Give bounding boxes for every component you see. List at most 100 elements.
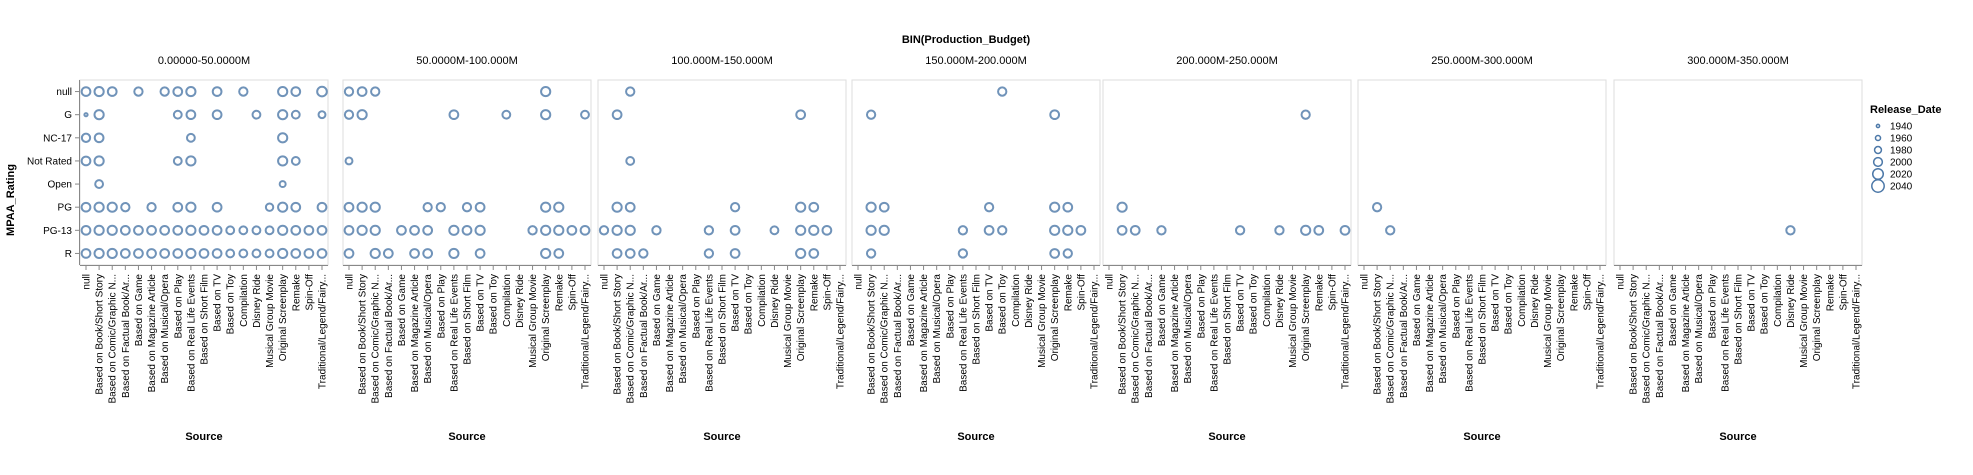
x-tick-label: Based on Toy xyxy=(1504,274,1515,334)
legend-label: 2000 xyxy=(1890,158,1913,169)
x-tick-label: null xyxy=(1105,274,1116,290)
data-point xyxy=(303,224,315,236)
x-tick-label: Spin-Off xyxy=(822,274,833,311)
data-point xyxy=(553,224,565,236)
y-tick-label: PG-13 xyxy=(43,226,72,237)
data-point xyxy=(865,248,877,259)
data-point xyxy=(80,132,92,143)
data-point xyxy=(474,201,486,213)
x-tick-label: Traditional/Legend/Fairy... xyxy=(1090,274,1101,389)
data-point xyxy=(159,86,170,97)
data-point xyxy=(540,109,552,121)
data-point xyxy=(80,86,92,97)
legend-label: 2020 xyxy=(1890,170,1913,181)
x-tick-label: Based on Short Film xyxy=(1734,274,1745,365)
facet-panel: 150.000M-200.000M null Based on Book/Short… xyxy=(851,55,1101,443)
data-point xyxy=(625,86,636,97)
data-point xyxy=(1049,248,1061,259)
data-point xyxy=(172,224,184,236)
facet-panel: 50.0000M-100.000M null Based on Book/Short… xyxy=(342,55,592,443)
data-point xyxy=(211,248,223,259)
data-point xyxy=(703,225,715,236)
data-point xyxy=(983,202,995,213)
x-tick-label: Compilation xyxy=(1773,274,1784,327)
data-point xyxy=(93,85,105,98)
x-axis-title: Source xyxy=(185,431,222,443)
x-tick-label: Based on Book/Short Story xyxy=(1373,274,1384,395)
data-point xyxy=(83,112,89,118)
data-point xyxy=(277,132,289,144)
x-tick-label: Compilation xyxy=(1262,274,1273,327)
data-point xyxy=(382,248,394,259)
x-tick-label: Based on Factual Book/Ar... xyxy=(1144,274,1155,398)
data-point xyxy=(316,248,328,259)
data-point xyxy=(396,224,407,236)
data-point xyxy=(527,225,538,236)
x-tick-label: Based on Short Film xyxy=(972,274,983,365)
facet-frame xyxy=(1613,79,1863,266)
x-tick-label: Disney Ride xyxy=(1275,274,1286,328)
x-tick-label: Based on TV xyxy=(476,274,487,332)
x-tick-label: Spin-Off xyxy=(1582,274,1593,311)
data-point xyxy=(865,224,877,236)
facet-title: 50.0000M-100.000M xyxy=(416,55,518,67)
data-point xyxy=(370,86,381,97)
data-point xyxy=(106,247,118,260)
x-tick-label: Musical Group Movie xyxy=(1799,274,1810,368)
data-point xyxy=(198,248,210,259)
x-tick-label: Based on Magazine Article xyxy=(919,274,930,393)
x-tick-label: Traditional/Legend/Fairy... xyxy=(318,274,329,389)
x-tick-label: Based on Game xyxy=(1668,274,1679,347)
x-tick-label: Based on Game xyxy=(1412,274,1423,347)
data-point xyxy=(316,85,328,98)
data-point xyxy=(119,248,131,259)
x-tick-label: null xyxy=(1360,274,1371,290)
y-axis-title: MPAA_Rating xyxy=(5,164,17,236)
x-tick-label: Traditional/Legend/Fairy... xyxy=(1341,274,1352,389)
data-point xyxy=(172,156,183,166)
data-point xyxy=(1300,109,1311,120)
data-point xyxy=(808,224,820,236)
x-tick-label: Spin-Off xyxy=(1838,274,1849,311)
legend-symbol xyxy=(1871,179,1885,193)
data-point xyxy=(795,201,807,213)
x-tick-label: Based on Magazine Article xyxy=(665,274,676,393)
x-tick-label: Musical Group Movie xyxy=(1288,274,1299,368)
x-tick-label: Original Screenplay xyxy=(541,274,552,361)
data-point xyxy=(624,248,636,259)
data-point xyxy=(997,86,1008,97)
facet-frame xyxy=(597,79,847,266)
data-point xyxy=(225,248,236,259)
x-tick-label: Musical Group Movie xyxy=(528,274,539,368)
x-tick-label: Spin-Off xyxy=(1327,274,1338,311)
data-point xyxy=(566,224,578,236)
data-point xyxy=(356,86,368,97)
data-point xyxy=(93,247,105,260)
x-tick-label: Based on Real Life Events xyxy=(1209,274,1220,392)
data-point xyxy=(808,248,820,259)
data-point xyxy=(795,109,807,121)
facet-field-title: BIN(Production_Budget) xyxy=(902,34,1031,46)
data-point xyxy=(501,109,512,120)
data-point xyxy=(185,155,197,167)
x-tick-label: Based on Play xyxy=(1451,274,1462,339)
data-point xyxy=(343,224,355,236)
data-point xyxy=(251,225,262,236)
data-point xyxy=(343,86,355,97)
x-tick-label: Based on Game xyxy=(134,274,145,347)
x-tick-label: Traditional/Legend/Fairy... xyxy=(581,274,592,389)
data-point xyxy=(106,201,118,213)
data-point xyxy=(278,180,287,189)
x-tick-label: Based on Short Film xyxy=(1223,274,1234,365)
data-point xyxy=(448,109,460,121)
x-tick-label: Based on Book/Short Story xyxy=(1118,274,1129,395)
x-tick-label: Spin-Off xyxy=(567,274,578,311)
data-point xyxy=(316,224,328,236)
x-axis-title: Source xyxy=(1208,431,1245,443)
x-tick-label: Based on Toy xyxy=(998,274,1009,334)
data-point xyxy=(290,201,302,213)
x-tick-label: Remake xyxy=(291,274,302,312)
data-point xyxy=(316,201,328,213)
